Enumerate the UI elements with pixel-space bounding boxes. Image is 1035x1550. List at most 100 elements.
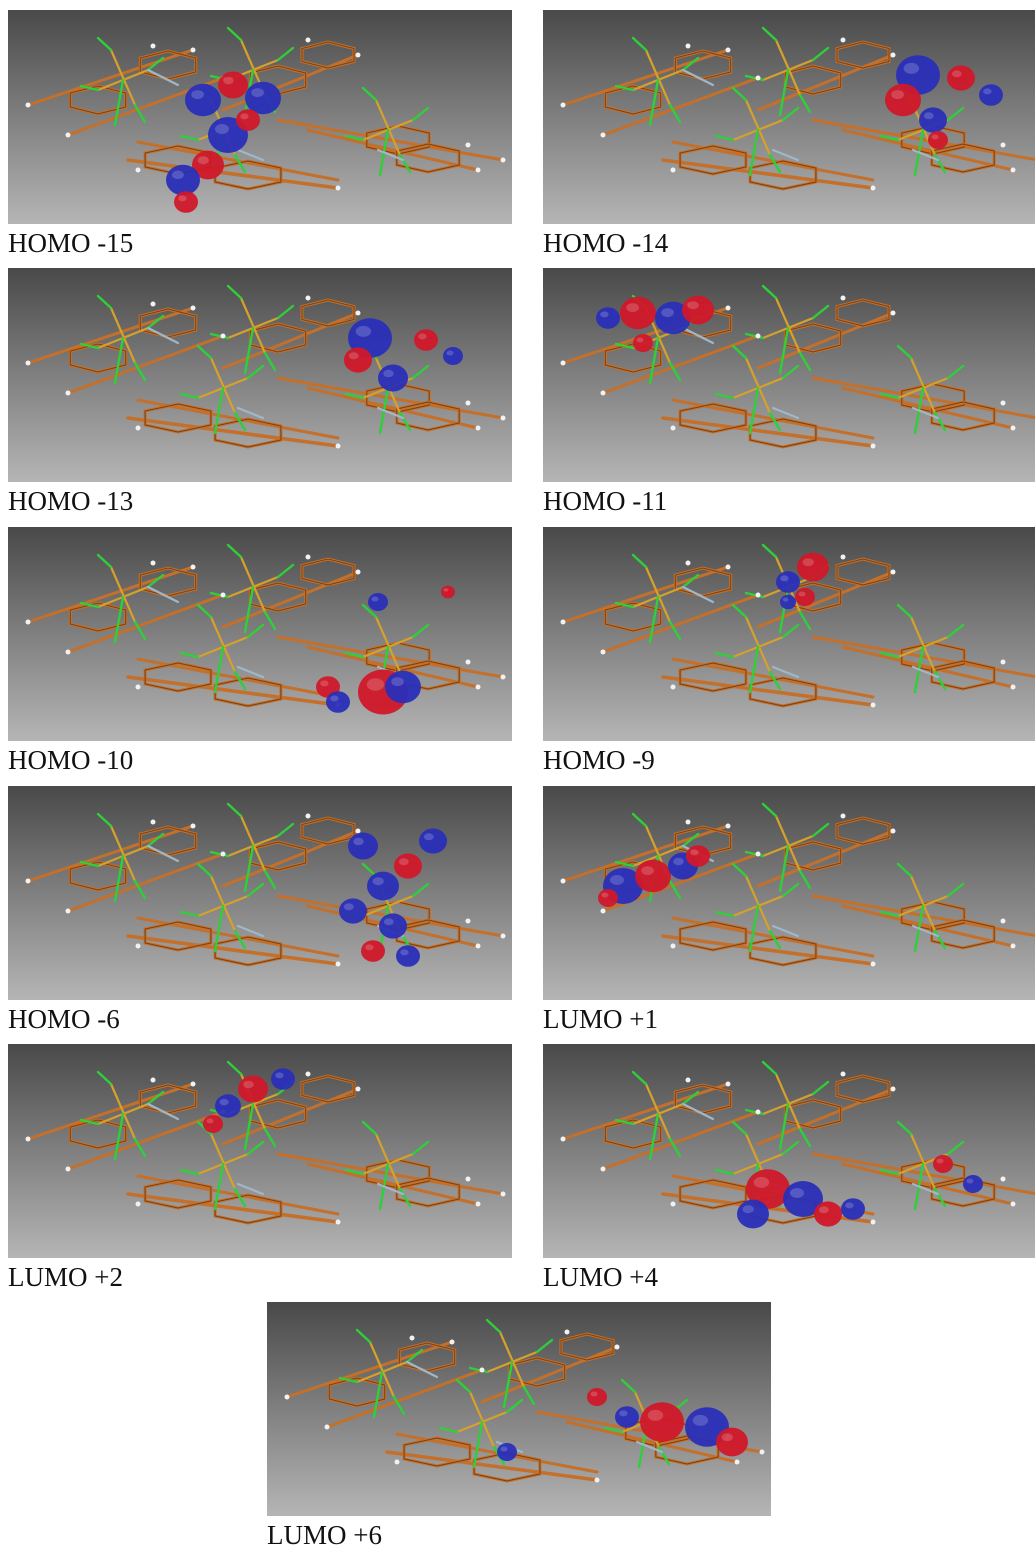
cl-bond	[485, 1318, 502, 1334]
cl-bond	[344, 392, 365, 400]
phenyl-ring	[300, 1074, 356, 1104]
p-bond	[909, 874, 937, 933]
phenyl-ring-edge	[679, 145, 747, 175]
phenyl-ring-edge	[931, 660, 995, 690]
hydrogen-atom	[755, 1109, 761, 1115]
cl-bond	[276, 304, 295, 320]
caption-homo-15: HOMO -15	[8, 228, 134, 258]
lobe-highlight	[446, 350, 454, 356]
orbital-lobe-negative	[215, 1094, 241, 1118]
cl-bond	[344, 651, 365, 659]
chain-bond	[480, 1345, 619, 1404]
hydrogen-atom	[355, 828, 361, 834]
lobe-highlight	[636, 337, 644, 343]
phenyl-ring-edge	[396, 1177, 460, 1207]
phenyl-ring-edge	[784, 841, 842, 871]
p-bond	[774, 1072, 802, 1131]
cl-bond	[714, 392, 735, 400]
phenyl-ring-edge	[249, 841, 307, 871]
hydrogen-atom	[600, 1166, 606, 1172]
lobe-highlight	[178, 195, 187, 202]
orbital-image-lumo+4	[543, 1044, 1035, 1258]
cl-bond	[744, 332, 765, 340]
lobe-highlight	[753, 1176, 770, 1188]
phenyl-ring-edge	[396, 143, 460, 173]
lobe-highlight	[903, 62, 920, 74]
cl-bond	[896, 862, 913, 878]
hydrogen-atom	[890, 310, 896, 316]
orbital-lobe-negative	[245, 81, 281, 115]
molecule-render	[25, 1060, 506, 1225]
orbital-lobe-negative	[780, 594, 796, 610]
orbital-lobe-positive	[633, 334, 653, 352]
phenyl-ring-edge	[604, 343, 662, 373]
cl-bond	[761, 543, 778, 559]
p-bond	[909, 615, 937, 674]
chain-bond	[126, 158, 340, 190]
cl-bond	[233, 153, 247, 174]
hydrogen-atom	[670, 167, 676, 173]
molecule-render	[25, 543, 506, 715]
molecule-render	[284, 1318, 765, 1483]
cl-bond	[744, 591, 765, 599]
chain-bond	[561, 824, 730, 883]
hydrogen-atom	[284, 1394, 290, 1400]
chain-bond	[221, 829, 360, 888]
n-bond	[681, 68, 715, 87]
cl-bond	[946, 106, 965, 122]
cl-bond	[246, 623, 265, 639]
phenyl-ring-edge	[784, 323, 842, 353]
phenyl-ring-edge	[931, 401, 995, 431]
hydrogen-atom	[890, 52, 896, 58]
lobe-highlight	[790, 1188, 804, 1198]
cl-bond	[243, 585, 255, 634]
cl-bond	[748, 904, 760, 953]
orbital-lobe-negative	[776, 571, 800, 593]
hydrogen-atom	[465, 142, 471, 148]
phenyl-ring-edge	[403, 1437, 471, 1467]
n-bond	[771, 665, 800, 679]
lobe-highlight	[661, 308, 674, 318]
hydrogen-atom	[840, 37, 846, 43]
cl-bond	[213, 904, 225, 953]
orbital-lobe-positive	[640, 1402, 684, 1442]
n-bond	[146, 585, 180, 604]
phenyl-ring-edge	[69, 85, 127, 115]
orbital-lobe-negative	[615, 1406, 639, 1428]
hydrogen-atom	[150, 1077, 156, 1083]
chain-bond	[661, 675, 875, 707]
cl-bond	[113, 78, 125, 127]
hydrogen-atom	[190, 305, 196, 311]
lobe-highlight	[742, 1205, 754, 1214]
cl-bond	[179, 910, 200, 918]
cl-bond	[398, 411, 412, 432]
hydrogen-atom	[1000, 1176, 1006, 1182]
hydrogen-atom	[670, 684, 676, 690]
phenyl-ring	[835, 1074, 891, 1104]
n-bond	[681, 1102, 715, 1121]
orbital-lobe-positive	[238, 1075, 268, 1103]
p-bond	[209, 874, 237, 933]
p-bond	[909, 356, 937, 415]
cl-bond	[631, 553, 648, 569]
lobe-highlight	[780, 575, 789, 582]
hydrogen-atom	[65, 390, 71, 396]
hydrogen-atom	[65, 908, 71, 914]
cl-bond	[933, 670, 947, 691]
cl-bond	[681, 832, 700, 848]
orbital-lobe-negative	[396, 945, 420, 967]
orbital-image-homo-13	[8, 268, 512, 482]
lobe-highlight	[692, 1414, 709, 1426]
cl-bond	[246, 1140, 265, 1156]
cl-bond	[620, 1378, 637, 1394]
phenyl-ring-edge	[604, 1119, 662, 1149]
hydrogen-atom	[190, 564, 196, 570]
cl-bond	[781, 1140, 800, 1156]
hydrogen-atom	[600, 132, 606, 138]
hydrogen-atom	[755, 333, 761, 339]
cl-bond	[879, 1168, 900, 1176]
lobe-highlight	[197, 156, 209, 165]
orbital-lobe-negative	[841, 1198, 865, 1220]
cl-bond	[731, 344, 748, 360]
chain-bond	[811, 635, 1035, 678]
